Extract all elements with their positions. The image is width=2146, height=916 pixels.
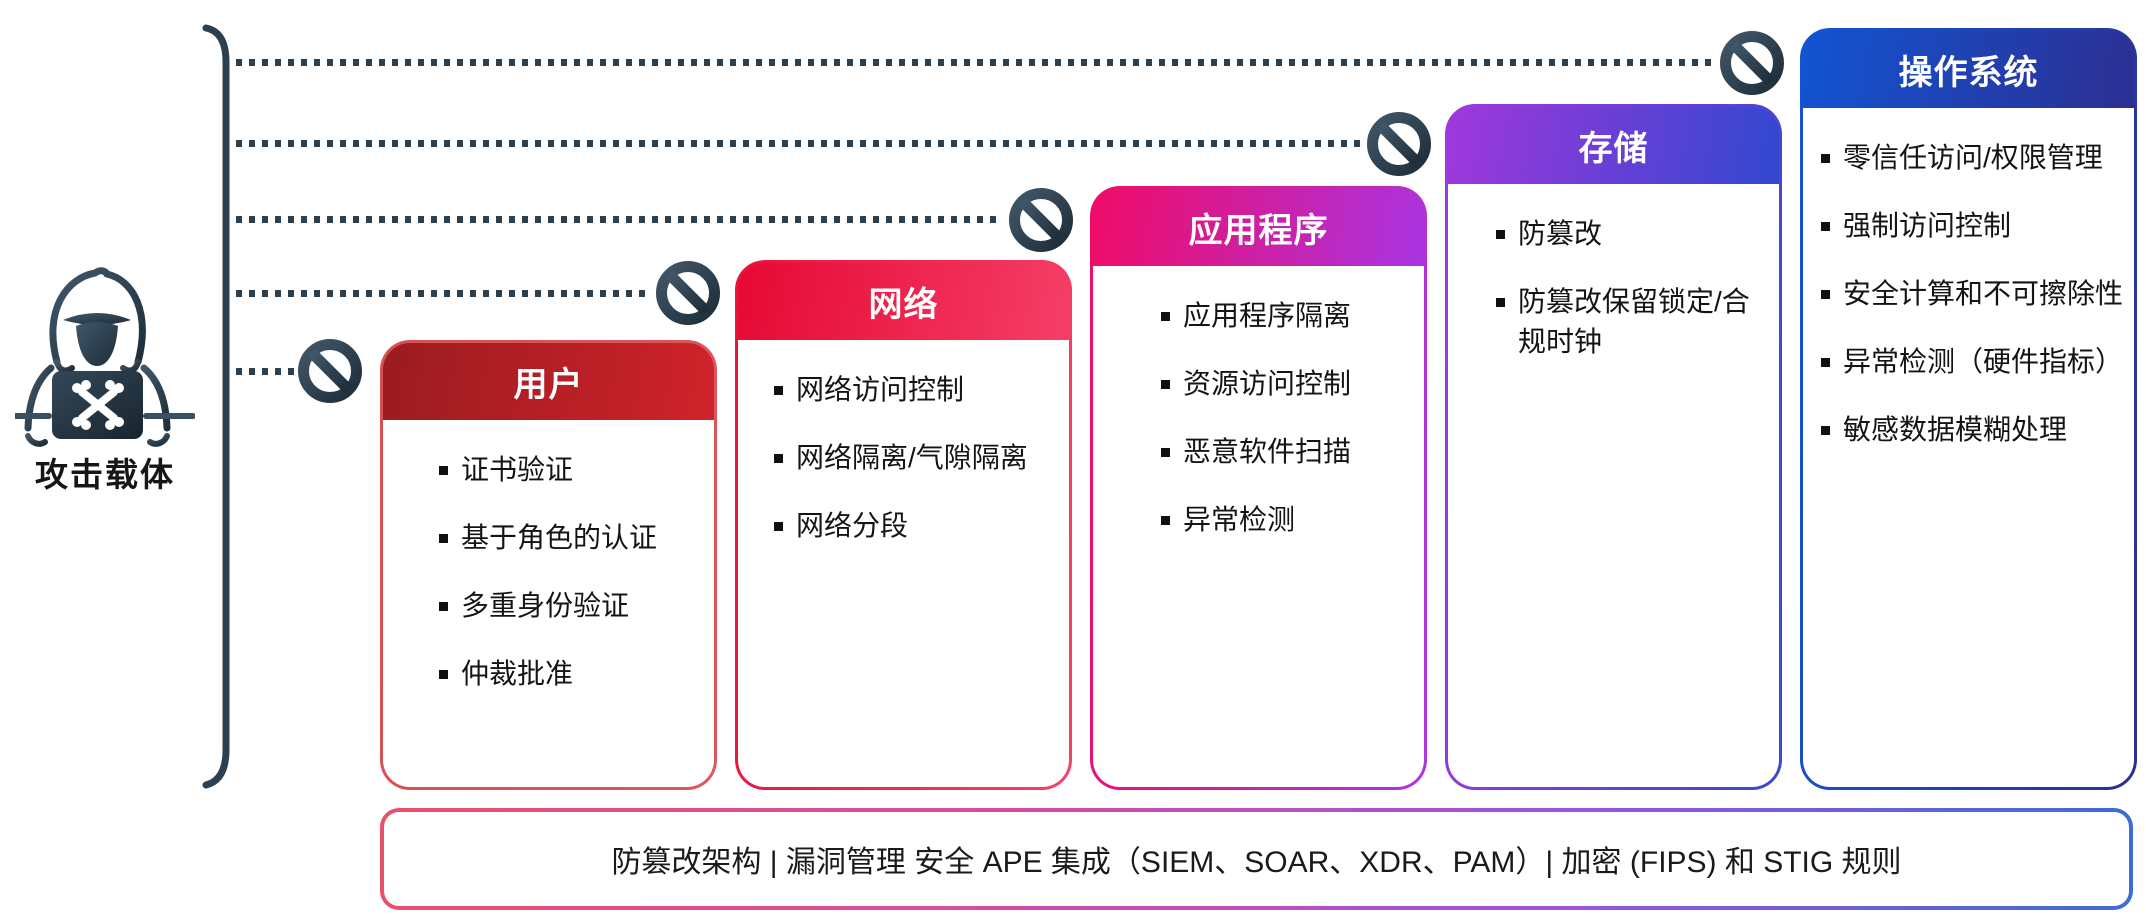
bullet-square-icon [1821, 290, 1830, 299]
bullet-square-icon [1821, 154, 1830, 163]
cap-brim [63, 313, 131, 325]
list-item: 防篡改保留锁定/合规时钟 [1496, 282, 1769, 362]
bottom-banner-text: 防篡改架构 | 漏洞管理 安全 APE 集成（SIEM、SOAR、XDR、PAM… [384, 812, 2129, 906]
list-item: 异常检测（硬件指标） [1821, 342, 2124, 382]
card-application: 应用程序 应用程序隔离 资源访问控制 恶意软件扫描 异常检测 [1090, 186, 1427, 790]
list-item: 资源访问控制 [1161, 364, 1414, 404]
no-entry-icon-network [656, 261, 720, 325]
list-item: 安全计算和不可擦除性 [1821, 274, 2124, 314]
card-network-list: 网络访问控制 网络隔离/气隙隔离 网络分段 [748, 370, 1059, 546]
attacker-label: 攻击载体 [35, 456, 175, 493]
hand-left [25, 433, 48, 447]
bullet-square-icon [1496, 298, 1505, 307]
list-item: 网络分段 [774, 506, 1059, 546]
list-item: 异常检测 [1161, 500, 1414, 540]
card-os: 操作系统 零信任访问/权限管理 强制访问控制 安全计算和不可擦除性 异常检测（硬… [1800, 28, 2137, 790]
hood-edge-left [54, 359, 75, 374]
card-storage-list: 防篡改 防篡改保留锁定/合规时钟 [1458, 214, 1769, 362]
card-storage-body: 防篡改 防篡改保留锁定/合规时钟 [1448, 184, 1779, 787]
list-item: 仲裁批准 [439, 654, 704, 694]
bullet-square-icon [1161, 380, 1170, 389]
attack-line-network [236, 290, 650, 297]
bullet-square-icon [774, 454, 783, 463]
hacker-icon [15, 267, 195, 447]
card-network: 网络 网络访问控制 网络隔离/气隙隔离 网络分段 [735, 260, 1072, 790]
grouping-bracket [202, 24, 230, 789]
list-item: 网络访问控制 [774, 370, 1059, 410]
bullet-square-icon [1821, 426, 1830, 435]
bullet-square-icon [1496, 230, 1505, 239]
card-os-title: 操作系统 [1803, 31, 2134, 108]
bullet-square-icon [1161, 448, 1170, 457]
no-entry-icon-user [298, 339, 362, 403]
bullet-square-icon [439, 670, 448, 679]
card-application-body: 应用程序隔离 资源访问控制 恶意软件扫描 异常检测 [1093, 266, 1424, 787]
card-user-list: 证书验证 基于角色的认证 多重身份验证 仲裁批准 [393, 450, 704, 694]
list-item: 恶意软件扫描 [1161, 432, 1414, 472]
attack-line-os [236, 59, 1714, 66]
bullet-square-icon [1821, 222, 1830, 231]
attack-line-user [236, 368, 294, 375]
card-application-list: 应用程序隔离 资源访问控制 恶意软件扫描 异常检测 [1103, 296, 1414, 540]
no-entry-icon-storage [1367, 112, 1431, 176]
list-item: 强制访问控制 [1821, 206, 2124, 246]
list-item: 应用程序隔离 [1161, 296, 1414, 336]
bullet-square-icon [439, 534, 448, 543]
list-item: 防篡改 [1496, 214, 1769, 254]
hood-outline [49, 267, 146, 366]
face [76, 322, 118, 366]
list-item: 基于角色的认证 [439, 518, 704, 558]
bullet-square-icon [439, 466, 448, 475]
crossbones-icon [72, 380, 124, 430]
bullet-square-icon [439, 602, 448, 611]
no-entry-icon-application [1009, 188, 1073, 252]
bullet-square-icon [1821, 358, 1830, 367]
attack-line-application [236, 216, 1003, 223]
no-entry-icon-os [1720, 31, 1784, 95]
bullet-square-icon [1161, 516, 1170, 525]
attack-line-storage [236, 140, 1361, 147]
card-os-body: 零信任访问/权限管理 强制访问控制 安全计算和不可擦除性 异常检测（硬件指标） … [1803, 108, 2134, 787]
card-application-title: 应用程序 [1093, 189, 1424, 266]
list-item: 网络隔离/气隙隔离 [774, 438, 1059, 478]
card-user-body: 证书验证 基于角色的认证 多重身份验证 仲裁批准 [383, 420, 714, 787]
card-os-list: 零信任访问/权限管理 强制访问控制 安全计算和不可擦除性 异常检测（硬件指标） … [1813, 138, 2124, 450]
bullet-square-icon [774, 522, 783, 531]
card-user: 用户 证书验证 基于角色的认证 多重身份验证 仲裁批准 [380, 340, 717, 790]
arm-left [24, 364, 55, 432]
card-storage: 存储 防篡改 防篡改保留锁定/合规时钟 [1445, 104, 1782, 790]
list-item: 多重身份验证 [439, 586, 704, 626]
arm-right [140, 364, 171, 432]
bottom-banner: 防篡改架构 | 漏洞管理 安全 APE 集成（SIEM、SOAR、XDR、PAM… [380, 808, 2133, 910]
card-network-body: 网络访问控制 网络隔离/气隙隔离 网络分段 [738, 340, 1069, 787]
hand-right [147, 433, 170, 447]
list-item: 零信任访问/权限管理 [1821, 138, 2124, 178]
hood-edge-right [120, 359, 141, 374]
card-network-title: 网络 [738, 263, 1069, 340]
bullet-square-icon [774, 386, 783, 395]
bullet-square-icon [1161, 312, 1170, 321]
list-item: 证书验证 [439, 450, 704, 490]
list-item: 敏感数据模糊处理 [1821, 410, 2124, 450]
card-storage-title: 存储 [1448, 107, 1779, 184]
card-user-title: 用户 [383, 343, 714, 420]
